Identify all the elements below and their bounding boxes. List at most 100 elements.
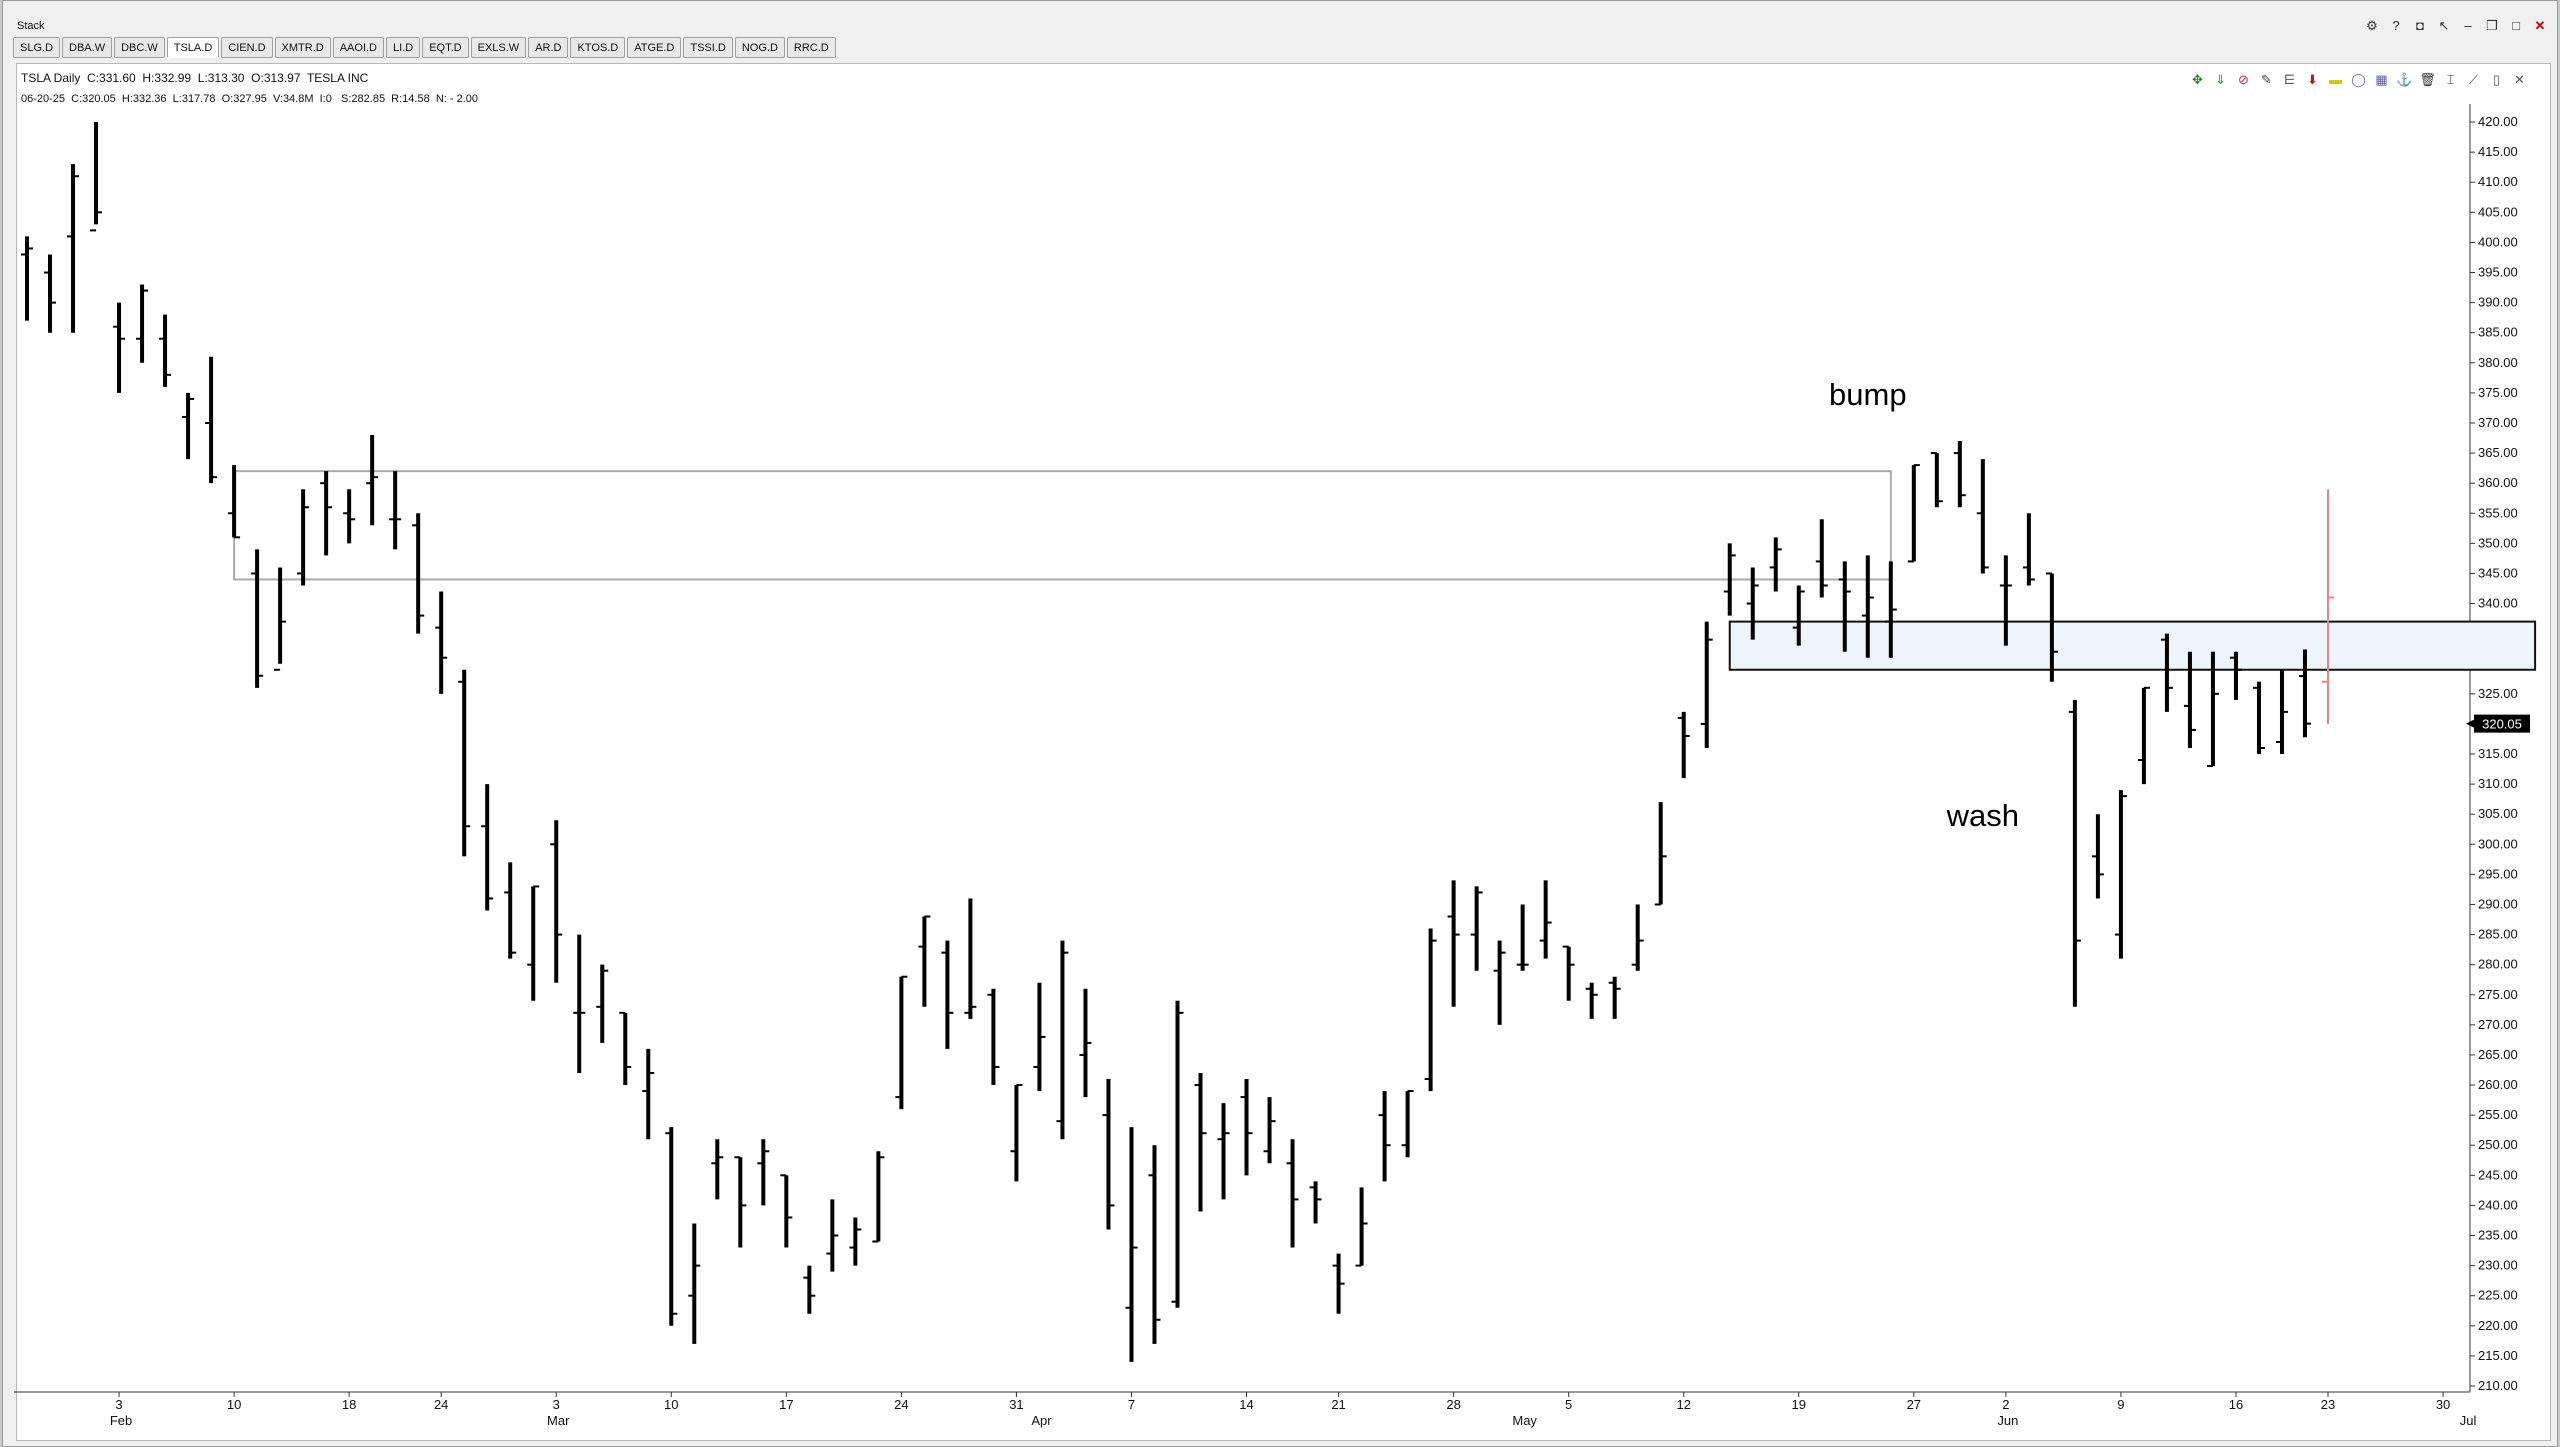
y-tick-label: 245.00 — [2478, 1167, 2518, 1182]
tab-li-d[interactable]: LI.D — [386, 37, 421, 58]
pointer-icon[interactable]: ↖ — [2438, 18, 2450, 33]
y-tick-label: 340.00 — [2478, 596, 2518, 611]
tab-ktos-d[interactable]: KTOS.D — [570, 37, 626, 58]
resistance-zone-box — [233, 470, 1892, 581]
x-day-label: 9 — [2117, 1397, 2124, 1412]
y-tick-label: 290.00 — [2478, 896, 2518, 911]
window-title: Stack — [17, 20, 45, 32]
y-tick-label: 220.00 — [2478, 1318, 2518, 1333]
fibonacci-icon[interactable]: ⋿ — [2283, 72, 2296, 87]
tab-slg-d[interactable]: SLG.D — [13, 37, 61, 58]
minimize-icon[interactable]: – — [2464, 18, 2472, 33]
drawing-toolbar: ✥ ⇓ ⊘ ✎ ⋿ ⬇ ▬ ◯ ▦ ⚓ 🗑 ⌶ ⟋ ▯ ✕ — [2188, 71, 2529, 89]
y-tick-label: 265.00 — [2478, 1047, 2518, 1062]
chart-panel[interactable] — [16, 63, 2551, 1441]
zoom-icon[interactable]: ✥ — [2192, 72, 2203, 87]
y-tick-label: 380.00 — [2478, 355, 2518, 370]
tab-exls-w[interactable]: EXLS.W — [470, 37, 527, 58]
last-price-arrow-icon — [2466, 719, 2474, 728]
tab-tsla-d[interactable]: TSLA.D — [166, 37, 220, 58]
no-entry-icon[interactable]: ⊘ — [2238, 72, 2249, 87]
x-day-label: 17 — [779, 1397, 793, 1412]
y-tick-label: 420.00 — [2478, 114, 2518, 129]
y-tick-label: 250.00 — [2478, 1137, 2518, 1152]
x-day-label: 30 — [2436, 1397, 2450, 1412]
red-arrow-icon[interactable]: ⬇ — [2307, 72, 2318, 87]
y-tick-label: 385.00 — [2478, 325, 2518, 340]
close-icon[interactable]: ✕ — [2534, 18, 2546, 33]
camera-icon[interactable]: ◘ — [2416, 18, 2424, 33]
y-tick-label: 370.00 — [2478, 415, 2518, 430]
restore-icon[interactable]: ❐ — [2486, 18, 2498, 33]
tab-nog-d[interactable]: NOG.D — [734, 37, 785, 58]
x-day-label: 24 — [434, 1397, 448, 1412]
tab-dba-w[interactable]: DBA.W — [62, 37, 113, 58]
x-day-label: 14 — [1239, 1397, 1253, 1412]
y-tick-label: 240.00 — [2478, 1197, 2518, 1212]
y-tick-label: 400.00 — [2478, 234, 2518, 249]
y-tick-label: 270.00 — [2478, 1017, 2518, 1032]
maximize-icon[interactable]: □ — [2512, 18, 2520, 33]
tab-dbc-w[interactable]: DBC.W — [114, 37, 165, 58]
y-tick-label: 285.00 — [2478, 927, 2518, 942]
tab-ar-d[interactable]: AR.D — [528, 37, 569, 58]
help-icon[interactable]: ? — [2392, 18, 2400, 33]
y-tick-label: 360.00 — [2478, 475, 2518, 490]
rectangle-icon[interactable]: ▬ — [2329, 72, 2342, 87]
y-tick-label: 210.00 — [2478, 1378, 2518, 1393]
y-tick-label: 325.00 — [2478, 686, 2518, 701]
y-tick-label: 215.00 — [2478, 1348, 2518, 1363]
x-month-label: Apr — [1031, 1413, 1052, 1428]
lock-icon[interactable]: ▯ — [2492, 72, 2501, 87]
x-day-label: 31 — [1009, 1397, 1023, 1412]
x-day-label: 27 — [1907, 1397, 1921, 1412]
x-day-label: 10 — [227, 1397, 241, 1412]
anchor-icon[interactable]: ⚓ — [2396, 72, 2413, 87]
tab-aaoi-d[interactable]: AAOI.D — [332, 37, 385, 58]
x-day-label: 3 — [553, 1397, 560, 1412]
y-tick-label: 255.00 — [2478, 1107, 2518, 1122]
trash-icon[interactable]: 🗑 — [2419, 72, 2436, 87]
circle-icon[interactable]: ◯ — [2351, 72, 2366, 87]
x-month-label: May — [1512, 1413, 1537, 1428]
crosshair-icon[interactable]: ✕ — [2514, 72, 2525, 87]
y-tick-label: 365.00 — [2478, 445, 2518, 460]
green-arrow-icon[interactable]: ⇓ — [2215, 72, 2226, 87]
x-day-label: 3 — [115, 1397, 122, 1412]
y-tick-label: 315.00 — [2478, 746, 2518, 761]
pencil-icon[interactable]: ✎ — [2261, 72, 2272, 87]
tab-tssi-d[interactable]: TSSI.D — [683, 37, 733, 58]
x-day-label: 12 — [1676, 1397, 1690, 1412]
y-tick-label: 300.00 — [2478, 836, 2518, 851]
y-tick-label: 345.00 — [2478, 565, 2518, 580]
last-price-box — [2474, 714, 2530, 733]
x-day-label: 28 — [1446, 1397, 1460, 1412]
x-month-label: Mar — [547, 1413, 570, 1428]
cursor-icon[interactable]: ⌶ — [2446, 72, 2455, 87]
x-day-label: 2 — [2002, 1397, 2009, 1412]
x-day-label: 16 — [2229, 1397, 2243, 1412]
tab-eqt-d[interactable]: EQT.D — [422, 37, 469, 58]
chart-settings-icon[interactable]: ⚙ — [2366, 18, 2378, 33]
tab-atge-d[interactable]: ATGE.D — [627, 37, 682, 58]
last-price-label: 320.05 — [2482, 717, 2522, 732]
symbol-quote-line: TSLA Daily C:331.60 H:332.99 L:313.30 O:… — [21, 71, 369, 85]
x-day-label: 7 — [1128, 1397, 1135, 1412]
window-controls: ⚙? ◘ ↖ – ❐ □ ✕ — [2363, 17, 2549, 35]
x-day-label: 18 — [342, 1397, 356, 1412]
y-tick-label: 235.00 — [2478, 1228, 2518, 1243]
grid-icon[interactable]: ▦ — [2375, 72, 2388, 87]
y-tick-label: 415.00 — [2478, 144, 2518, 159]
tab-rrc-d[interactable]: RRC.D — [786, 37, 836, 58]
tab-xmtr-d[interactable]: XMTR.D — [274, 37, 331, 58]
y-tick-label: 405.00 — [2478, 204, 2518, 219]
x-day-label: 5 — [1565, 1397, 1572, 1412]
draw-tools-icon[interactable]: ⟋ — [2468, 72, 2479, 87]
tab-cien-d[interactable]: CIEN.D — [221, 37, 273, 58]
y-tick-label: 410.00 — [2478, 174, 2518, 189]
y-tick-label: 395.00 — [2478, 265, 2518, 280]
y-tick-label: 280.00 — [2478, 957, 2518, 972]
annotation-wash: wash — [1946, 798, 2019, 833]
